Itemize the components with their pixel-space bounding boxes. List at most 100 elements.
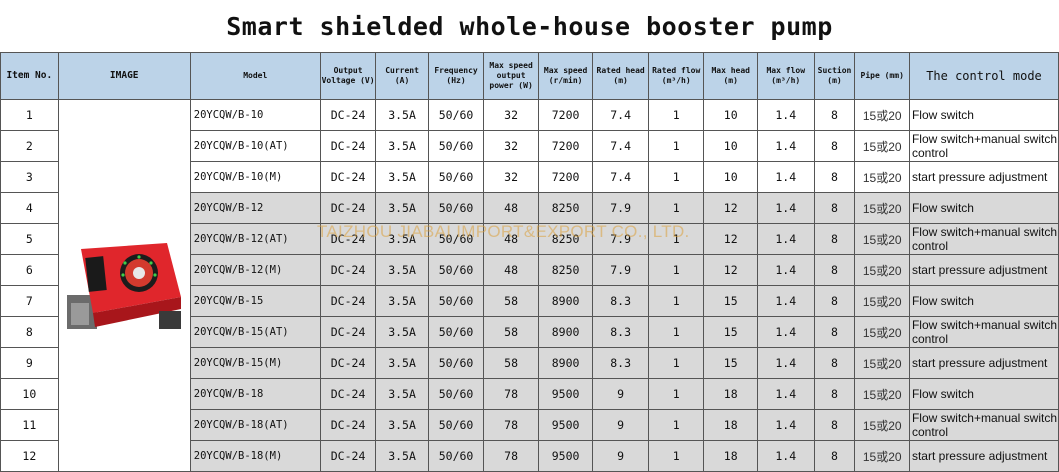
power-cell: 78 (483, 378, 539, 410)
rated-head-cell: 9 (592, 378, 649, 410)
pipe-cell: 15或20 (854, 440, 910, 472)
voltage-cell: DC-24 (319, 254, 377, 286)
current-cell: 3.5A (375, 192, 429, 224)
suction-cell: 8 (813, 254, 856, 286)
max-flow-cell: 1.4 (756, 254, 815, 286)
rated-flow-cell: 1 (647, 161, 705, 193)
frequency-cell: 50/60 (427, 378, 485, 410)
speed-cell: 8250 (537, 254, 594, 286)
header-pipe: Pipe (mm) (854, 52, 910, 100)
max-head-cell: 10 (703, 161, 758, 193)
voltage-cell: DC-24 (319, 192, 377, 224)
table-header-row: Item No. IMAGE Model Output Voltage (V) … (0, 52, 1059, 100)
model-cell: 20YCQW/B-12 (189, 192, 321, 224)
power-cell: 32 (483, 161, 539, 193)
max-head-cell: 12 (703, 192, 758, 224)
frequency-cell: 50/60 (427, 99, 485, 131)
voltage-cell: DC-24 (319, 409, 377, 441)
suction-cell: 8 (813, 347, 856, 379)
speed-cell: 8900 (537, 285, 594, 317)
item-no-cell: 9 (0, 347, 59, 379)
rated-head-cell: 7.4 (592, 161, 649, 193)
max-head-cell: 10 (703, 99, 758, 131)
suction-cell: 8 (813, 440, 856, 472)
model-cell: 20YCQW/B-18 (189, 378, 321, 410)
rated-flow-cell: 1 (647, 130, 705, 162)
max-head-cell: 15 (703, 316, 758, 348)
current-cell: 3.5A (375, 285, 429, 317)
current-cell: 3.5A (375, 99, 429, 131)
max-flow-cell: 1.4 (756, 378, 815, 410)
rated-flow-cell: 1 (647, 223, 705, 255)
frequency-cell: 50/60 (427, 192, 485, 224)
current-cell: 3.5A (375, 130, 429, 162)
model-cell: 20YCQW/B-18(AT) (189, 409, 321, 441)
model-cell: 20YCQW/B-10 (189, 99, 321, 131)
pump-image (63, 234, 186, 337)
frequency-cell: 50/60 (427, 316, 485, 348)
item-no-cell: 10 (0, 378, 59, 410)
rated-flow-cell: 1 (647, 254, 705, 286)
frequency-cell: 50/60 (427, 223, 485, 255)
item-no-cell: 2 (0, 130, 59, 162)
control-mode-cell: start pressure adjustment (908, 347, 1059, 379)
header-image: IMAGE (57, 52, 191, 100)
max-flow-cell: 1.4 (756, 130, 815, 162)
suction-cell: 8 (813, 316, 856, 348)
max-flow-cell: 1.4 (756, 316, 815, 348)
rated-flow-cell: 1 (647, 285, 705, 317)
speed-cell: 9500 (537, 409, 594, 441)
header-rated-head: Rated head (m) (592, 52, 649, 100)
pipe-cell: 15或20 (854, 130, 910, 162)
current-cell: 3.5A (375, 440, 429, 472)
table-row: 5 20YCQW/B-12(AT) DC-24 3.5A 50/60 48 8250 7.9 1… (0, 223, 1059, 255)
pipe-cell: 15或20 (854, 285, 910, 317)
model-cell: 20YCQW/B-15(M) (189, 347, 321, 379)
model-cell: 20YCQW/B-18(M) (189, 440, 321, 472)
voltage-cell: DC-24 (319, 99, 377, 131)
power-cell: 58 (483, 347, 539, 379)
voltage-cell: DC-24 (319, 130, 377, 162)
current-cell: 3.5A (375, 223, 429, 255)
control-mode-cell: start pressure adjustment (908, 161, 1059, 193)
item-no-cell: 11 (0, 409, 59, 441)
max-flow-cell: 1.4 (756, 440, 815, 472)
current-cell: 3.5A (375, 254, 429, 286)
frequency-cell: 50/60 (427, 130, 485, 162)
current-cell: 3.5A (375, 347, 429, 379)
rated-head-cell: 7.9 (592, 223, 649, 255)
current-cell: 3.5A (375, 409, 429, 441)
rated-head-cell: 8.3 (592, 316, 649, 348)
speed-cell: 7200 (537, 99, 594, 131)
item-no-cell: 6 (0, 254, 59, 286)
power-cell: 48 (483, 192, 539, 224)
control-mode-cell: start pressure adjustment (908, 254, 1059, 286)
header-item-no: Item No. (0, 52, 59, 100)
rated-head-cell: 7.4 (592, 130, 649, 162)
pipe-cell: 15或20 (854, 316, 910, 348)
speed-cell: 7200 (537, 161, 594, 193)
table-row: 1 20YCQW/B-10 DC-24 3.5A 50/60 32 7200 7.4 1 10 1.… (0, 99, 1059, 472)
max-head-cell: 18 (703, 409, 758, 441)
speed-cell: 9500 (537, 440, 594, 472)
frequency-cell: 50/60 (427, 285, 485, 317)
rated-flow-cell: 1 (647, 316, 705, 348)
frequency-cell: 50/60 (427, 347, 485, 379)
table-body: 1 20YCQW/B-10 DC-24 3.5A 50/60 32 7200 7.4 1 10 1.… (0, 99, 1059, 472)
pipe-cell: 15或20 (854, 192, 910, 224)
item-no-cell: 3 (0, 161, 59, 193)
header-max-speed-output-power: Max speed output power (W) (483, 52, 539, 100)
max-flow-cell: 1.4 (756, 161, 815, 193)
header-max-speed: Max speed (r/min) (537, 52, 594, 100)
control-mode-cell: Flow switch (908, 285, 1059, 317)
control-mode-cell: start pressure adjustment (908, 440, 1059, 472)
power-cell: 58 (483, 316, 539, 348)
product-image-cell (57, 99, 191, 472)
suction-cell: 8 (813, 130, 856, 162)
rated-flow-cell: 1 (647, 99, 705, 131)
spec-table: Item No. IMAGE Model Output Voltage (V) … (0, 52, 1059, 472)
rated-head-cell: 8.3 (592, 347, 649, 379)
model-cell: 20YCQW/B-12(M) (189, 254, 321, 286)
max-flow-cell: 1.4 (756, 285, 815, 317)
current-cell: 3.5A (375, 161, 429, 193)
